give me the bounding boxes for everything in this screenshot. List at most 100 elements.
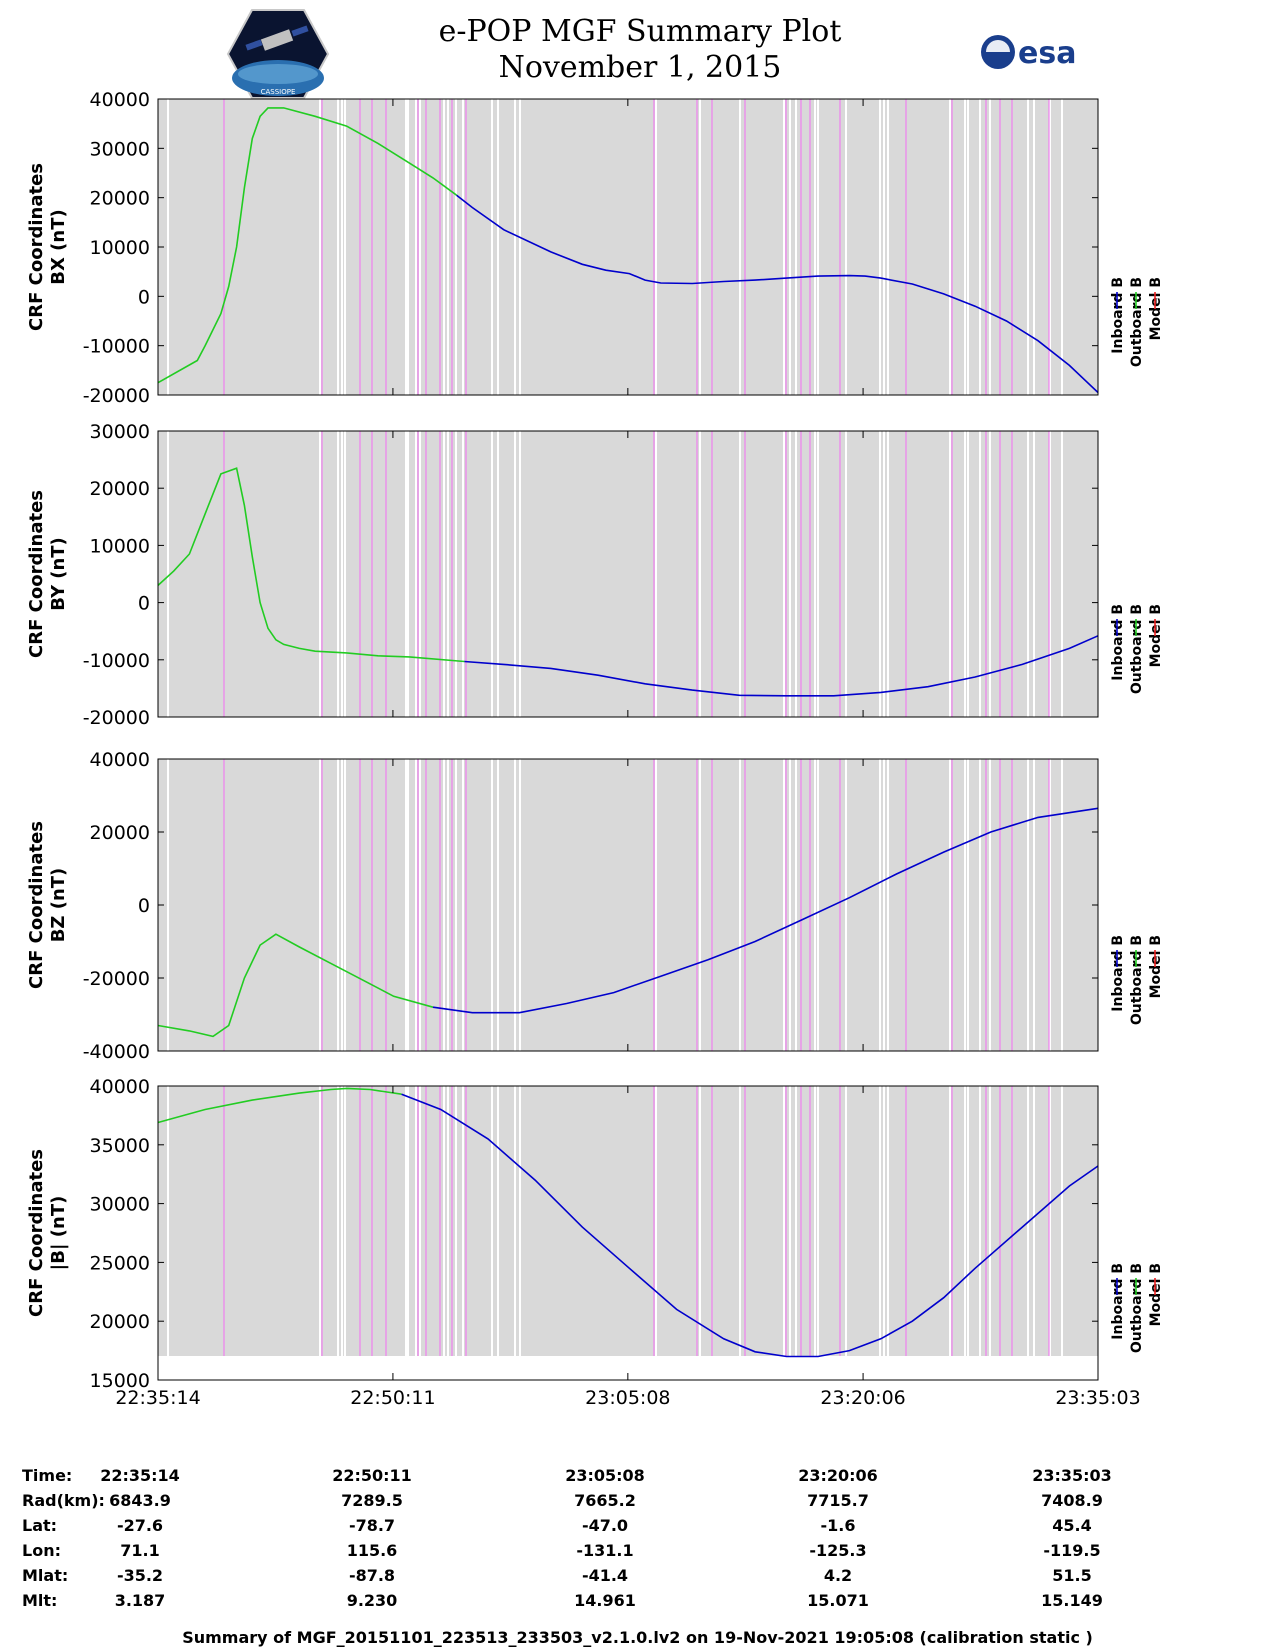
y-tick-label: 35000 — [90, 1135, 150, 1157]
info-cell: 7408.9 — [1041, 1491, 1103, 1510]
x-tick-label: 22:35:14 — [115, 1387, 200, 1409]
y-axis-label: CRF CoordinatesBX (nT) — [26, 163, 69, 331]
y-tick-label: 40000 — [90, 1076, 150, 1098]
series-line-inboard-b — [456, 194, 1099, 394]
info-row: Mlt: 3.187 9.230 14.961 15.071 15.149 — [22, 1591, 1252, 1616]
info-cell: -41.4 — [581, 1566, 629, 1585]
legend-label: Inboard B — [1110, 277, 1126, 354]
info-row: Lon: 71.1 115.6 -131.1 -125.3 -119.5 — [22, 1541, 1252, 1566]
info-row-label: Mlt: — [22, 1591, 58, 1610]
y-tick-label: 30000 — [90, 421, 150, 443]
x-tick-label: 23:35:03 — [1055, 1387, 1140, 1409]
info-cell: 23:20:06 — [798, 1466, 878, 1485]
info-cell: 15.149 — [1041, 1591, 1103, 1610]
info-cell: 4.2 — [823, 1566, 853, 1585]
y-tick-label: 20000 — [90, 1311, 150, 1333]
legend: Inboard B Outboard B Model B — [1110, 604, 1164, 694]
y-tick-label: 0 — [138, 286, 150, 308]
chart-panel-3: -40000 -20000 0 20000 40000 CRF CoordinatesBZ… — [26, 749, 1164, 1063]
y-tick-label: -10000 — [83, 336, 150, 358]
right-logo-text: esa — [1018, 36, 1076, 71]
info-cell: -119.5 — [1043, 1541, 1101, 1560]
info-cell: 23:35:03 — [1032, 1466, 1112, 1485]
legend-label: Outboard B — [1129, 935, 1145, 1025]
y-axis-label-line-2: BZ (nT) — [48, 868, 69, 943]
y-axis-label-line-2: BX (nT) — [48, 209, 69, 284]
info-cell: -1.6 — [820, 1516, 856, 1535]
legend-label: Model B — [1148, 604, 1164, 667]
y-tick-label: -20000 — [83, 707, 150, 729]
info-cell: -27.6 — [116, 1516, 164, 1535]
y-tick-label: 10000 — [90, 237, 150, 259]
series-line-inboard-b — [464, 635, 1099, 697]
y-tick-label: 30000 — [90, 1194, 150, 1216]
left-logo-text: CASSIOPE — [261, 88, 296, 96]
legend-label: Outboard B — [1129, 277, 1145, 367]
info-cell: 3.187 — [114, 1591, 166, 1610]
info-cell: 45.4 — [1052, 1516, 1092, 1535]
y-axis-label-line-1: CRF Coordinates — [26, 163, 47, 331]
series-line-inboard-b — [432, 807, 1099, 1014]
info-cell: -47.0 — [581, 1516, 629, 1535]
legend: Inboard B Outboard B Model B — [1110, 1263, 1164, 1353]
x-tick-label: 23:20:06 — [820, 1387, 905, 1409]
legend: Inboard B Outboard B Model B — [1110, 277, 1164, 367]
info-cell: 22:35:14 — [100, 1466, 180, 1485]
title-line-2: November 1, 2015 — [498, 50, 782, 85]
info-row-label: Lat: — [22, 1516, 58, 1535]
summary-footer: Summary of MGF_20151101_223513_233503_v2… — [182, 1628, 1093, 1647]
series-line-outboard-b — [157, 933, 434, 1038]
info-row-label: Rad(km): — [22, 1491, 105, 1510]
y-axis-label-line-1: CRF Coordinates — [26, 821, 47, 989]
legend-label: Inboard B — [1110, 1263, 1126, 1340]
y-tick-label: 20000 — [90, 822, 150, 844]
info-cell: -87.8 — [348, 1566, 396, 1585]
info-row: Rad(km): 6843.9 7289.5 7665.2 7715.7 7408.9 — [22, 1491, 1252, 1516]
y-axis-label-line-2: |B| (nT) — [48, 1196, 69, 1271]
y-axis-label-line-2: BY (nT) — [48, 537, 69, 611]
info-cell: -78.7 — [348, 1516, 396, 1535]
y-tick-label: -40000 — [83, 1041, 150, 1063]
orbit-info-table: Time: 22:35:14 22:50:11 23:05:08 23:20:06 23:… — [22, 1466, 1252, 1616]
x-tick-label: 22:50:11 — [350, 1387, 435, 1409]
series-line-outboard-b — [157, 467, 465, 663]
legend-label: Model B — [1148, 277, 1164, 340]
y-tick-label: -20000 — [83, 968, 150, 990]
legend-label: Inboard B — [1110, 604, 1126, 681]
y-tick-label: 15000 — [90, 1370, 150, 1392]
series-line-inboard-b — [401, 1093, 1099, 1358]
x-tick-label: 23:05:08 — [585, 1387, 670, 1409]
y-tick-label: 20000 — [90, 478, 150, 500]
data-coverage-band — [158, 759, 1098, 1051]
info-cell: -35.2 — [116, 1566, 164, 1585]
y-tick-label: -10000 — [83, 650, 150, 672]
info-row-label: Time: — [22, 1466, 73, 1485]
info-row: Lat: -27.6 -78.7 -47.0 -1.6 45.4 — [22, 1516, 1252, 1541]
y-tick-label: 0 — [138, 895, 150, 917]
y-tick-label: 10000 — [90, 535, 150, 557]
legend-label: Model B — [1148, 1263, 1164, 1326]
esa-logo: esa — [981, 35, 1076, 71]
y-axis-label: CRF CoordinatesBZ (nT) — [26, 821, 69, 989]
info-cell: 9.230 — [346, 1591, 398, 1610]
legend: Inboard B Outboard B Model B — [1110, 935, 1164, 1025]
info-cell: 7665.2 — [574, 1491, 636, 1510]
y-axis-label: CRF Coordinates|B| (nT) — [26, 1149, 69, 1317]
chart-panel-1: -20000 -10000 0 10000 20000 30000 40000 CRF Coo… — [26, 89, 1164, 407]
y-tick-label: -20000 — [83, 385, 150, 407]
title-line-1: e-POP MGF Summary Plot — [438, 14, 842, 49]
y-tick-label: 40000 — [90, 749, 150, 771]
y-tick-label: 30000 — [90, 138, 150, 160]
info-row-label: Lon: — [22, 1541, 61, 1560]
info-cell: 23:05:08 — [565, 1466, 645, 1485]
data-coverage-band — [158, 99, 1098, 395]
y-tick-label: 40000 — [90, 89, 150, 111]
info-cell: 7289.5 — [341, 1491, 403, 1510]
info-cell: -131.1 — [576, 1541, 634, 1560]
info-cell: 14.961 — [574, 1591, 636, 1610]
info-cell: 115.6 — [346, 1541, 398, 1560]
info-row-label: Mlat: — [22, 1566, 69, 1585]
info-cell: 15.071 — [807, 1591, 869, 1610]
chart-panel-4: 15000 20000 25000 30000 35000 40000 CRF Coordi… — [26, 1076, 1164, 1392]
